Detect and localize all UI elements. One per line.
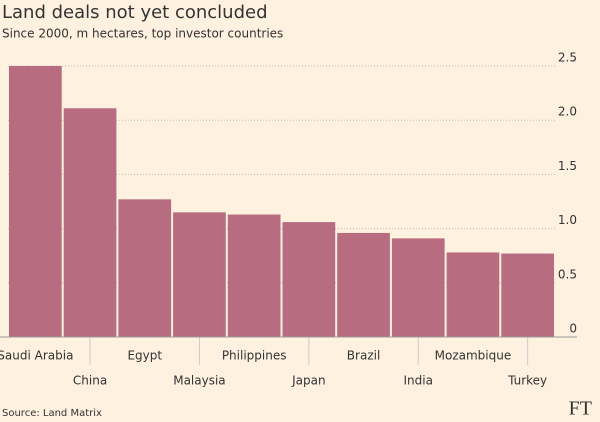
bar <box>282 222 336 337</box>
y-tick-label: 2.5 <box>558 51 577 65</box>
x-tick-label: China <box>73 374 107 388</box>
bar <box>227 214 281 337</box>
x-tick-label: Philippines <box>222 349 287 363</box>
bar <box>446 252 500 337</box>
bar <box>63 108 117 337</box>
y-tick-label: 2.0 <box>558 105 577 119</box>
x-tick-label: Brazil <box>347 349 381 363</box>
x-tick-label: Mozambique <box>435 349 512 363</box>
chart-title: Land deals not yet concluded <box>2 2 268 23</box>
bar <box>391 238 445 337</box>
x-tick-label: Turkey <box>507 374 547 388</box>
logo: FT <box>569 398 592 420</box>
chart-subtitle: Since 2000, m hectares, top investor cou… <box>2 27 283 41</box>
x-tick-label: Japan <box>291 374 325 388</box>
x-tick-label: Malaysia <box>173 374 225 388</box>
y-tick-label: 0 <box>569 322 577 336</box>
y-tick-label: 1.5 <box>558 159 577 173</box>
y-tick-label: 1.0 <box>558 213 577 227</box>
bar <box>118 199 172 337</box>
x-tick-label: Saudi Arabia <box>0 349 73 363</box>
bar <box>501 253 554 337</box>
source: Source: Land Matrix <box>2 408 102 419</box>
x-tick-label: India <box>404 374 433 388</box>
bar <box>337 232 390 337</box>
x-tick-label: Egypt <box>127 349 162 363</box>
bar <box>173 212 226 337</box>
bar <box>9 66 62 337</box>
y-tick-label: 0.5 <box>558 267 577 281</box>
